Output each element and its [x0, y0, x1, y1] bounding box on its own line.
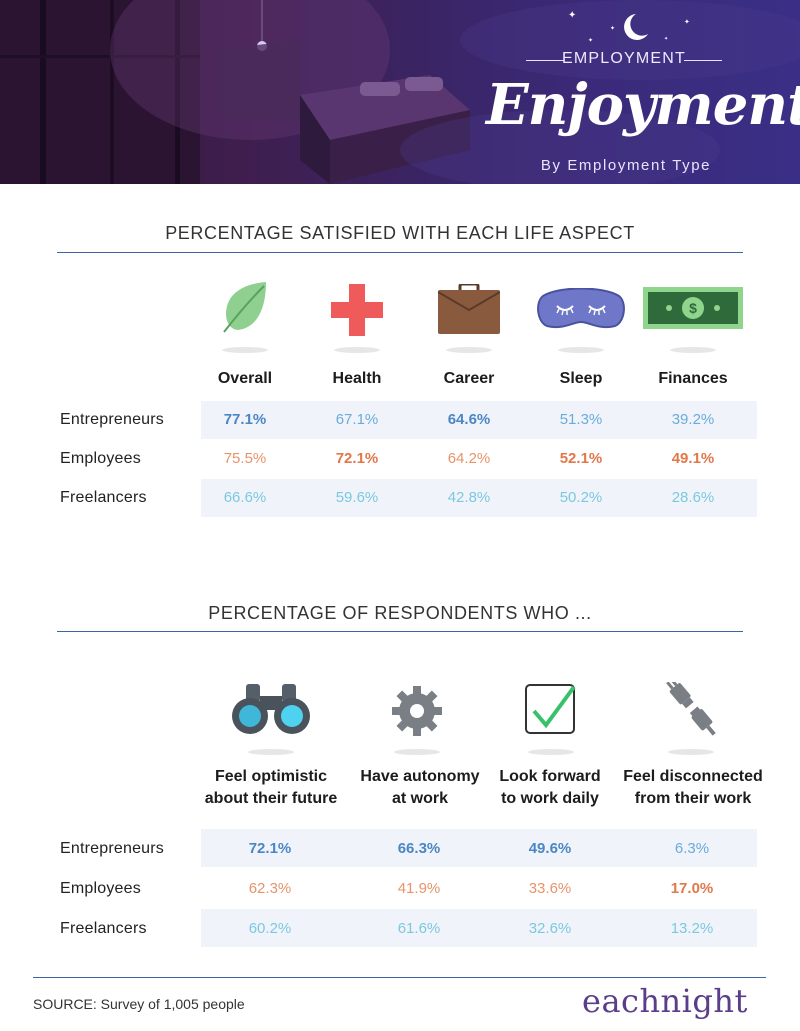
source-note: SOURCE: Survey of 1,005 people	[33, 996, 245, 1012]
col-label-line2: about their future	[204, 790, 338, 807]
table-cell: 52.1%	[559, 450, 603, 467]
bedroom-illustration: ✦ ✦ ✦ ✦ ✦	[0, 0, 800, 184]
row-label-employees: Employees	[60, 450, 141, 467]
col-label-line1: Feel disconnected	[623, 768, 763, 785]
col-label-sleep: Sleep	[559, 370, 603, 387]
table-cell: 32.6%	[528, 920, 572, 937]
col-label-line2: at work	[391, 790, 448, 807]
row-label-employees: Employees	[60, 880, 141, 897]
icon-shadow	[668, 749, 714, 755]
hero-title: Enjoyment	[486, 72, 800, 138]
dollar-bill-icon: $	[643, 287, 743, 329]
table-cell: 41.9%	[397, 880, 441, 897]
svg-text:$: $	[689, 300, 697, 316]
icon-shadow	[248, 749, 294, 755]
table-cell: 28.6%	[671, 489, 715, 506]
row-label-freelancers: Freelancers	[60, 920, 147, 937]
svg-text:✦: ✦	[610, 25, 615, 32]
svg-text:✦: ✦	[588, 37, 593, 44]
table-cell: 17.0%	[670, 880, 714, 897]
briefcase-icon	[438, 284, 500, 334]
checkbox-icon	[525, 684, 576, 734]
table-cell: 66.6%	[223, 489, 267, 506]
table-cell: 49.1%	[671, 450, 715, 467]
icon-shadow	[394, 749, 440, 755]
icon-shadow	[558, 347, 604, 353]
table-cell: 60.2%	[248, 920, 292, 937]
col-label-disconnected: Feel disconnected from their work	[614, 766, 772, 810]
table-cell: 49.6%	[528, 840, 572, 857]
col-label-line2: to work daily	[501, 790, 599, 807]
table-cell: 39.2%	[671, 411, 715, 428]
footer-rule	[33, 977, 766, 978]
icon-shadow	[334, 347, 380, 353]
col-label-autonomy: Have autonomy at work	[350, 766, 490, 810]
table-cell: 62.3%	[248, 880, 292, 897]
col-label-line1: Have autonomy	[360, 768, 480, 785]
section1-rule	[57, 252, 743, 253]
table-cell: 67.1%	[335, 411, 379, 428]
hero-subtitle: By Employment Type	[540, 157, 712, 174]
icon-shadow	[222, 347, 268, 353]
svg-text:✦: ✦	[664, 36, 668, 42]
table-cell: 75.5%	[223, 450, 267, 467]
col-label-finances: Finances	[658, 370, 728, 387]
table-row-bg	[201, 829, 757, 867]
table-cell: 59.6%	[335, 489, 379, 506]
icon-shadow	[446, 347, 492, 353]
col-label-line2: from their work	[634, 790, 752, 807]
section2-title: PERCENTAGE OF RESPONDENTS WHO ...	[208, 603, 592, 623]
row-label-freelancers: Freelancers	[60, 489, 147, 506]
brand-logo: eachnight	[582, 982, 748, 1020]
leaf-icon	[223, 282, 266, 333]
row-label-entrepreneurs: Entrepreneurs	[60, 840, 164, 857]
col-label-look-forward: Look forward to work daily	[485, 766, 615, 810]
table-row-bg	[201, 479, 757, 517]
table-cell: 64.2%	[447, 450, 491, 467]
row-label-entrepreneurs: Entrepreneurs	[60, 411, 164, 428]
icon-shadow	[670, 347, 716, 353]
table-cell: 72.1%	[335, 450, 379, 467]
table-cell: 42.8%	[447, 489, 491, 506]
col-label-career: Career	[443, 370, 495, 387]
col-label-overall: Overall	[217, 370, 273, 387]
section2-rule	[57, 631, 743, 632]
icon-shadow	[528, 749, 574, 755]
table-cell: 51.3%	[559, 411, 603, 428]
medical-cross-icon	[331, 284, 383, 336]
table-cell: 61.6%	[397, 920, 441, 937]
table-cell: 64.6%	[447, 411, 491, 428]
gear-icon	[392, 686, 442, 736]
sleep-mask-icon	[537, 288, 625, 329]
section1-title: PERCENTAGE SATISFIED WITH EACH LIFE ASPE…	[165, 223, 635, 243]
col-label-optimistic: Feel optimistic about their future	[196, 766, 346, 810]
table-cell: 33.6%	[528, 880, 572, 897]
col-label-line1: Feel optimistic	[214, 768, 328, 785]
col-label-line1: Look forward	[499, 768, 601, 785]
table-cell: 77.1%	[223, 411, 267, 428]
table-cell: 50.2%	[559, 489, 603, 506]
table-row-bg	[201, 909, 757, 947]
table-cell: 13.2%	[670, 920, 714, 937]
unplugged-icon	[666, 682, 716, 736]
hero-banner: ✦ ✦ ✦ ✦ ✦ EMPLOYMENT Enjoyment By Employ…	[0, 0, 800, 184]
binoculars-icon	[232, 684, 310, 734]
table-cell: 6.3%	[674, 840, 710, 857]
table-cell: 72.1%	[248, 840, 292, 857]
table-row-bg	[201, 401, 757, 439]
star-icon: ✦	[568, 10, 576, 21]
svg-text:✦: ✦	[684, 18, 690, 26]
hero-eyebrow: EMPLOYMENT	[526, 50, 722, 68]
table-cell: 66.3%	[397, 840, 441, 857]
moon-icon	[624, 14, 648, 40]
col-label-health: Health	[332, 370, 382, 387]
